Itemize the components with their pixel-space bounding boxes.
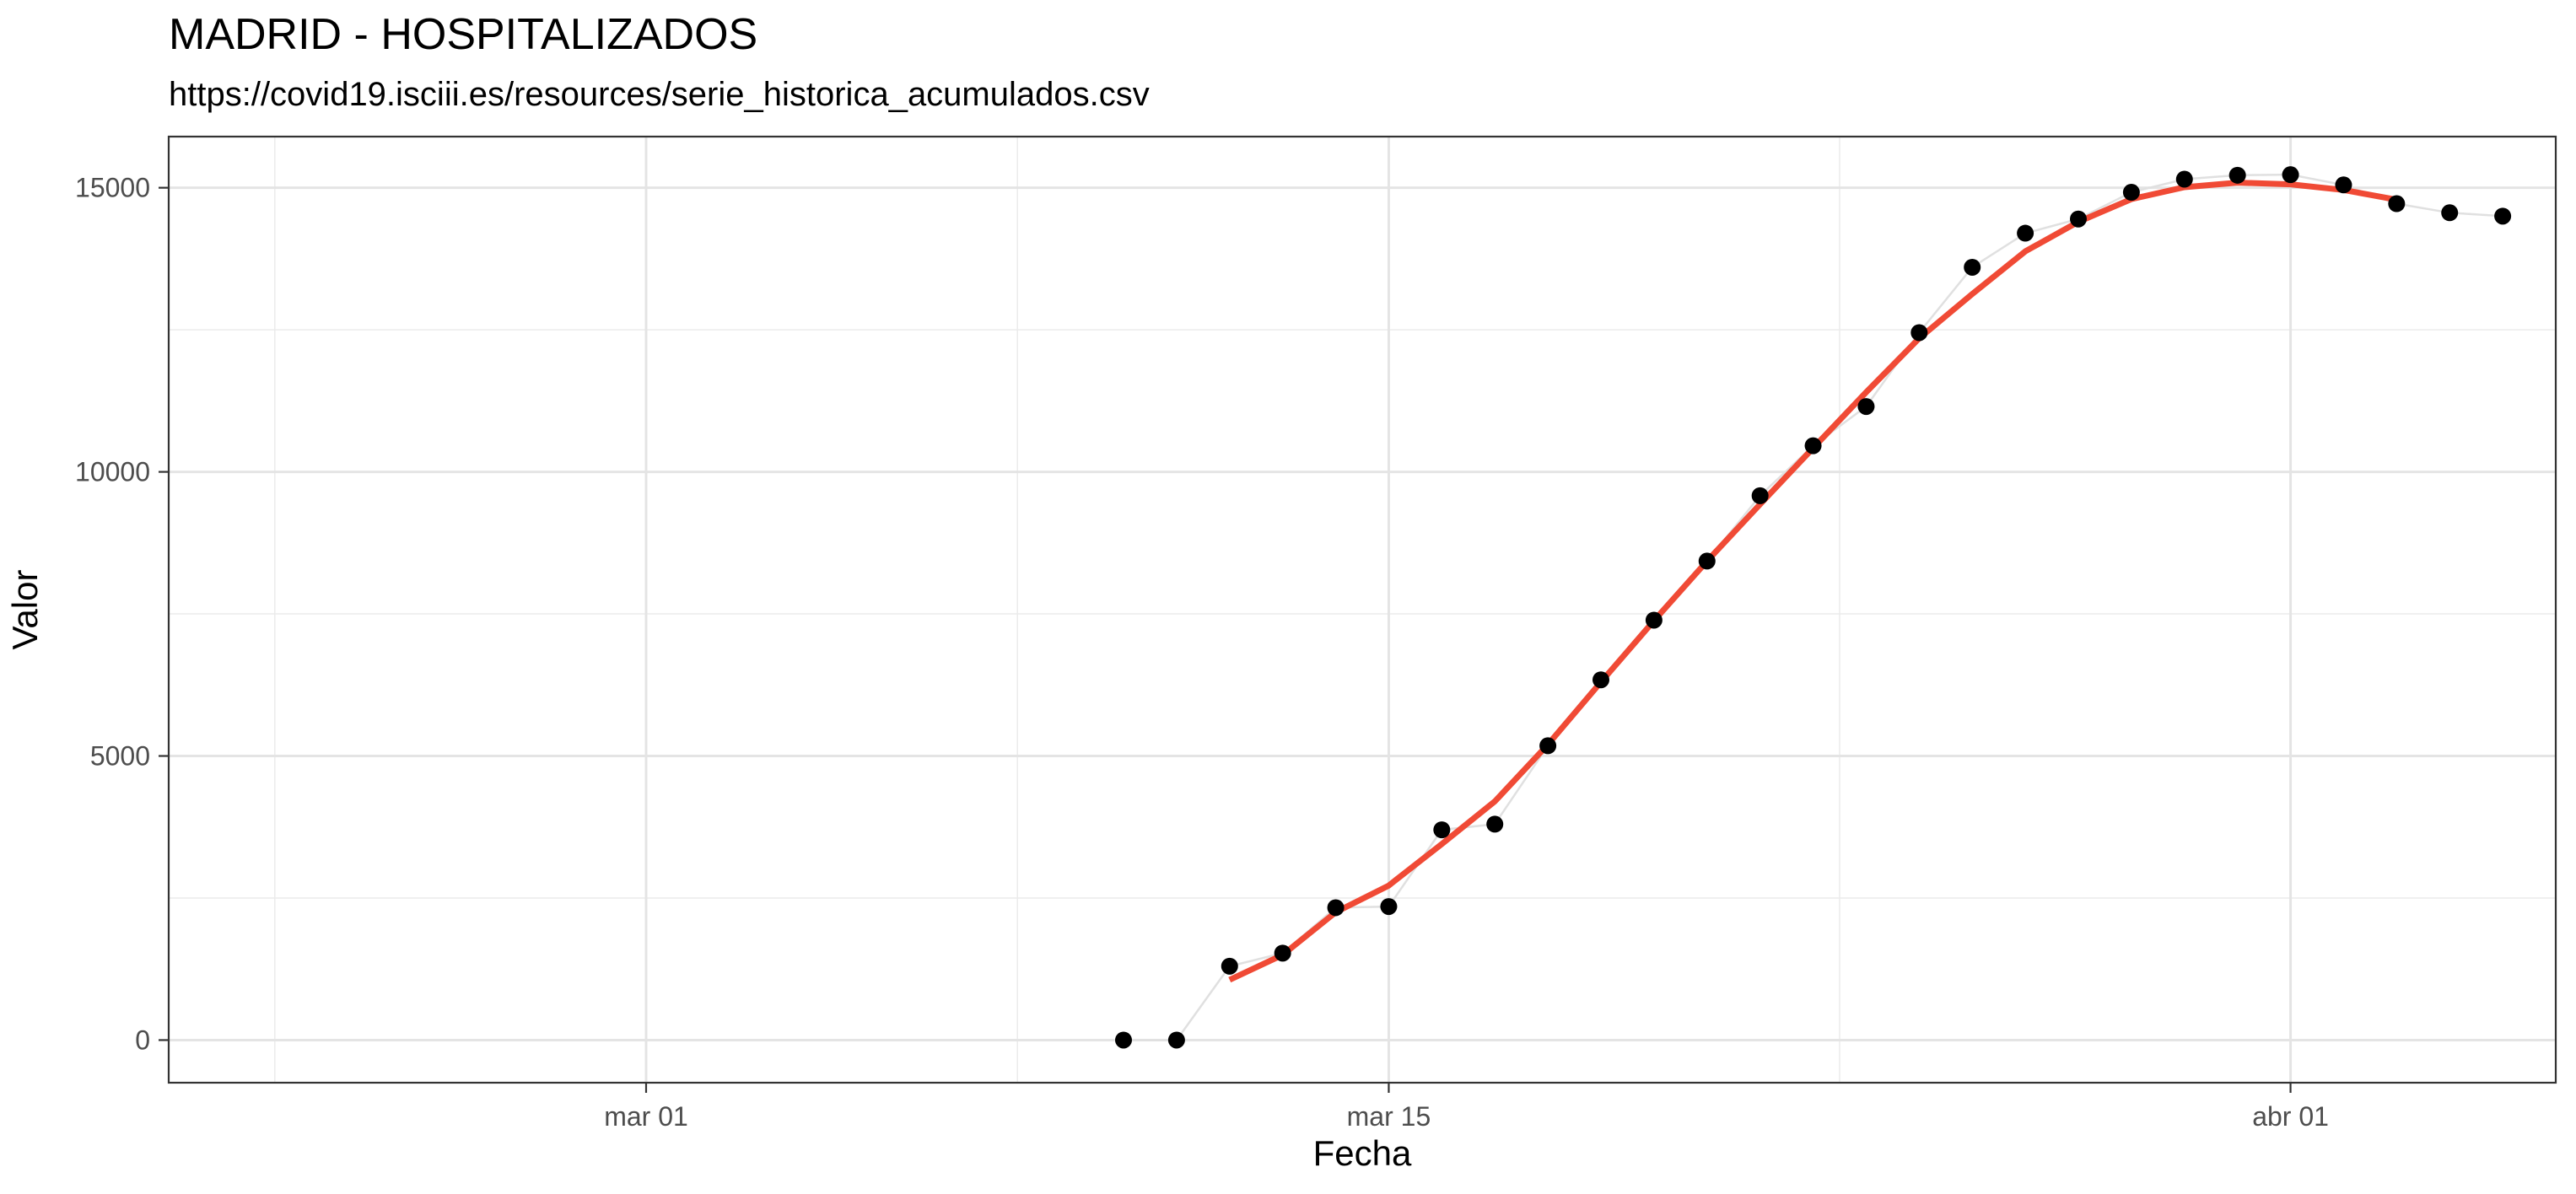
data-point (1751, 487, 1769, 504)
x-tick-label: mar 15 (1347, 1101, 1431, 1132)
data-point (1327, 899, 1345, 917)
data-point (2175, 170, 2193, 188)
x-tick-label: abr 01 (2252, 1101, 2329, 1132)
chart-subtitle: https://covid19.isciii.es/resources/seri… (169, 76, 1150, 113)
data-point (2335, 176, 2352, 194)
data-point (1857, 398, 1875, 416)
data-point (1221, 957, 1238, 975)
y-tick-label: 0 (135, 1025, 150, 1055)
data-point (1539, 737, 1557, 755)
x-tick-label: mar 01 (604, 1101, 688, 1132)
data-point (2441, 204, 2459, 222)
data-point (1433, 821, 1451, 839)
data-point (1115, 1031, 1132, 1049)
panel-background (169, 137, 2556, 1083)
data-point (1592, 671, 1609, 689)
data-point (2017, 224, 2034, 242)
data-point (2122, 184, 2140, 202)
grid-lines (169, 137, 2556, 1083)
data-points (1115, 166, 2512, 1049)
data-point (1645, 611, 1663, 629)
y-tick-label: 15000 (75, 173, 150, 203)
data-point (2228, 166, 2246, 184)
data-point (1804, 437, 1822, 454)
data-point (2282, 166, 2299, 184)
data-point (2388, 195, 2406, 212)
panel-border (167, 135, 2557, 1084)
data-point (2070, 210, 2087, 228)
data-point (1274, 944, 1291, 962)
data-point (1698, 552, 1716, 570)
y-tick-label: 10000 (75, 457, 150, 487)
y-axis: 0 5000 10000 15000 (75, 173, 169, 1055)
data-point (1167, 1031, 1185, 1049)
y-axis-title: Valor (5, 570, 45, 650)
data-point (2494, 207, 2512, 225)
x-axis: mar 01 mar 15 abr 01 (604, 1083, 2329, 1132)
x-axis-title: Fecha (1313, 1133, 1412, 1173)
data-point (1964, 258, 1981, 276)
plot-panel (167, 135, 2557, 1084)
chart-title: MADRID - HOSPITALIZADOS (169, 10, 757, 59)
data-point (1486, 815, 1504, 833)
y-tick-label: 5000 (90, 741, 150, 772)
data-point (1910, 324, 1928, 342)
data-point (1380, 898, 1398, 916)
